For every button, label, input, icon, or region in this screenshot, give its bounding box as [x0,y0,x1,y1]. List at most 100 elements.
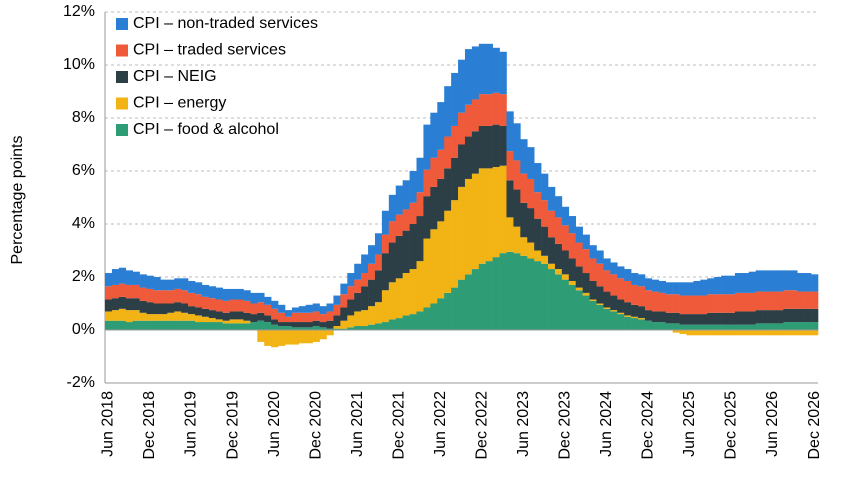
bar-segment [444,86,452,137]
bar-segment [458,186,466,280]
bar-segment [582,295,590,330]
bar-segment [451,157,459,201]
bar-segment [464,49,473,105]
bar-segment [811,330,819,336]
bar-segment [243,320,251,324]
bar-segment [471,173,480,270]
bar-segment [693,295,701,315]
bar-segment [458,59,466,113]
bar-segment [728,330,736,336]
bar-segment [714,294,722,313]
bar-segment [748,292,756,312]
bar-segment [395,185,403,215]
bar-segment [402,315,410,330]
bar-segment [762,330,770,336]
bar-segment [672,323,680,330]
bar-segment [368,279,376,307]
bar-segment [741,324,750,330]
bar-segment [485,43,493,95]
x-tick-label: Jun 2018 [100,391,117,457]
bar-segment [326,320,334,329]
bar-segment [478,125,487,169]
bar-segment [444,168,452,211]
bar-segment [188,306,196,315]
bar-segment [361,286,369,311]
bar-segment [444,210,452,293]
bar-segment [326,328,334,330]
bar-segment [520,237,528,256]
bar-segment [520,255,528,330]
bar-segment [368,324,376,330]
bar-segment [644,278,653,291]
bar-segment [534,163,542,193]
x-tick-label: Jun 2021 [349,391,366,457]
bar-segment [541,200,549,227]
bar-segment [610,262,618,275]
bar-segment [638,274,646,287]
bar-segment [416,192,424,217]
bar-segment [236,319,244,324]
bar-segment [541,255,549,264]
x-tick-label: Jun 2019 [183,391,200,457]
bar-segment [665,294,673,313]
bar-segment [305,327,313,330]
bar-segment [381,290,390,323]
bar-segment [492,124,500,168]
bar-segment [686,282,694,296]
bar-segment [492,167,500,258]
bar-segment [125,310,133,323]
bar-segment [125,298,133,311]
bar-segment [333,326,341,329]
bar-segment [804,330,812,336]
bar-segment [201,316,210,323]
bar-segment [728,324,736,330]
bar-segment [568,284,577,330]
bar-segment [167,312,175,321]
x-tick-label: Dec 2024 [640,391,657,460]
bar-segment [333,304,341,316]
bar-segment [118,267,127,284]
bar-segment [160,303,168,315]
bar-segment [561,279,570,330]
bar-segment [444,136,452,169]
bar-segment [340,328,348,330]
bar-segment [624,315,632,317]
bar-segment [278,304,286,313]
x-tick-label: Jun 2023 [515,391,532,457]
bar-segment [409,314,417,330]
bar-segment [741,292,750,312]
bar-segment [797,308,805,323]
legend-label: CPI – food & alcohol [133,121,279,138]
bar-segment [215,299,223,312]
bar-segment [222,323,230,330]
bar-segment [790,270,798,291]
bar-segment [222,312,230,321]
bar-segment [811,274,819,292]
bar-segment [603,258,611,271]
bar-segment [160,279,168,291]
bar-segment [513,253,521,330]
bar-segment [714,312,722,325]
bar-segment [755,323,763,330]
bar-segment [153,277,161,291]
bar-segment [686,295,694,315]
bar-segment [105,286,113,300]
bar-segment [471,269,480,330]
bar-segment [278,330,286,346]
bar-segment [804,273,812,292]
bar-segment [776,291,784,311]
bar-segment [776,323,784,330]
bar-segment [236,323,244,330]
bar-segment [797,291,805,309]
x-tick-label: Jun 2020 [266,391,283,457]
bar-segment [638,286,646,307]
bar-segment [721,294,729,313]
bar-segment [700,324,708,330]
bar-segment [361,254,369,274]
bar-segment [208,298,217,311]
bar-segment [388,194,397,222]
bar-segment [554,269,563,275]
bar-segment [707,312,715,325]
bar-segment [478,263,487,330]
bar-segment [762,323,770,330]
